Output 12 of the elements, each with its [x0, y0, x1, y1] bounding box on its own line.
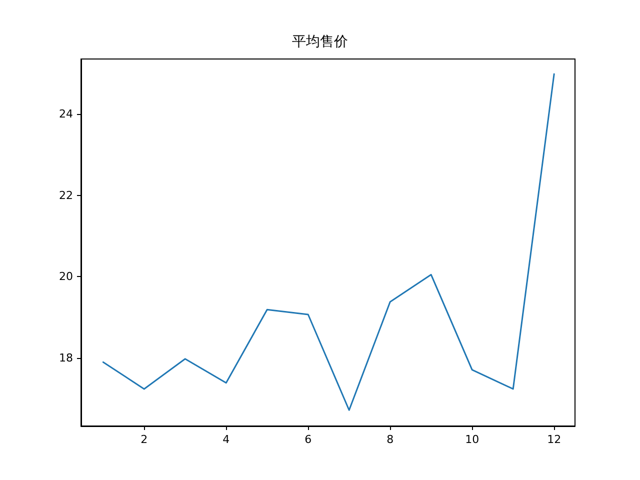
y-tick-label: 22 — [59, 188, 73, 202]
x-tick-label: 4 — [222, 433, 230, 446]
line-series — [102, 73, 555, 411]
x-tick-label: 10 — [465, 433, 480, 446]
y-tick-label: 24 — [59, 107, 73, 120]
x-tick-label: 8 — [386, 433, 394, 446]
y-tick-label: 18 — [59, 352, 73, 365]
x-tick-label: 2 — [140, 433, 148, 446]
chart-title: 平均售价 — [292, 34, 348, 50]
y-tick-label: 20 — [59, 270, 73, 284]
x-tick-label: 12 — [547, 433, 562, 446]
x-tick-label: 6 — [304, 433, 312, 446]
